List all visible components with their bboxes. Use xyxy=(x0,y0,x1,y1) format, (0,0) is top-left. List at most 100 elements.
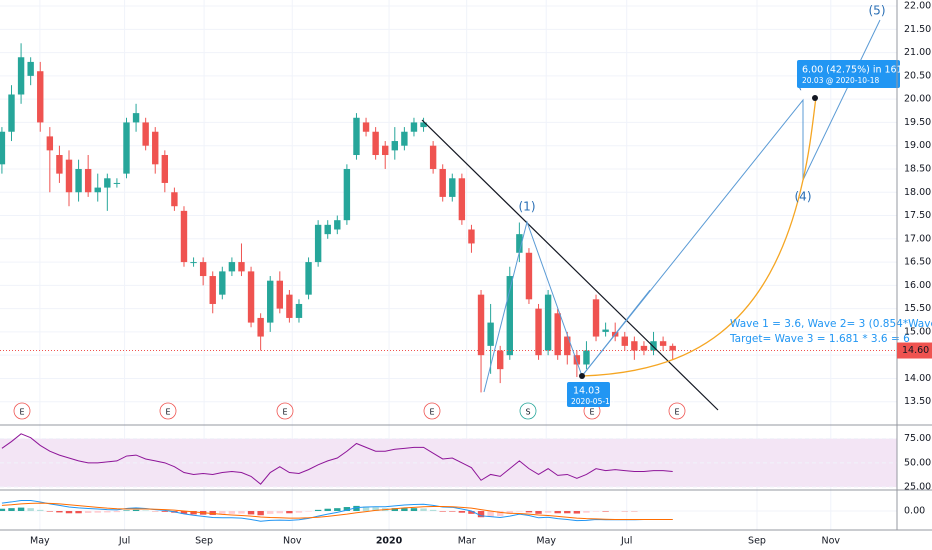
macd-histogram-bar xyxy=(420,508,427,511)
macd-histogram-bar xyxy=(324,508,331,511)
event-label: E xyxy=(19,408,24,417)
candle-body xyxy=(238,262,245,272)
x-tick-label: 2020 xyxy=(376,536,403,547)
macd-histogram-bar xyxy=(314,509,322,511)
candle-body xyxy=(113,182,121,184)
candle-body xyxy=(391,141,398,151)
macd-tick-label: 0.00 xyxy=(904,506,925,517)
macd-histogram-bar xyxy=(27,508,34,511)
grid xyxy=(0,0,897,530)
candle-body xyxy=(516,234,523,253)
macd-histogram-bar xyxy=(449,511,456,512)
macd-histogram-bar xyxy=(113,511,121,513)
candle-body xyxy=(56,155,63,174)
candle-body xyxy=(314,224,322,263)
macd-histogram-bar xyxy=(525,511,533,513)
candle-body xyxy=(142,122,149,146)
x-tick-label: May xyxy=(536,536,556,547)
y-tick-label: 15.50 xyxy=(904,303,931,314)
rsi-tick-label: 50.00 xyxy=(904,457,931,468)
y-tick-label: 14.00 xyxy=(904,373,931,384)
macd-histogram-bar xyxy=(497,511,504,517)
candle-body xyxy=(477,294,485,356)
wave-lines xyxy=(483,19,881,393)
event-label: E xyxy=(674,408,679,417)
macd-histogram-bar xyxy=(247,511,255,515)
macd-histogram-bar xyxy=(439,511,446,512)
wave-label: (5) xyxy=(869,4,886,18)
macd-histogram-bar xyxy=(468,511,475,514)
macd-histogram-bar xyxy=(401,508,408,511)
macd-histogram-bar xyxy=(305,511,312,512)
candle-body xyxy=(180,210,188,263)
macd-histogram-bar xyxy=(190,511,197,515)
macd-histogram-bar xyxy=(353,505,360,511)
candle-body xyxy=(8,94,15,132)
candle-body xyxy=(535,308,542,356)
event-marker xyxy=(276,402,294,420)
event-marker xyxy=(423,402,441,420)
macd-histogram-bar xyxy=(56,511,63,513)
macd-histogram-bar xyxy=(477,511,485,518)
macd-histogram-bar xyxy=(429,509,437,511)
macd-histogram-bar xyxy=(286,511,293,514)
candle-body xyxy=(631,341,638,351)
candle-body xyxy=(334,220,341,230)
candle-body xyxy=(324,224,331,235)
macd-histogram-bar xyxy=(132,509,140,511)
macd-histogram-bar xyxy=(267,511,274,514)
macd-histogram-bar xyxy=(334,508,341,511)
macd-histogram-bar xyxy=(161,511,169,512)
candle-body xyxy=(161,155,169,183)
candle-body xyxy=(65,159,73,193)
macd-histogram-bar xyxy=(458,511,466,513)
macd-histogram-bar xyxy=(573,511,581,514)
rsi-tick-label: 75.00 xyxy=(904,433,931,444)
candle-body xyxy=(621,336,628,346)
macd-histogram-bar xyxy=(583,511,590,513)
candle-body xyxy=(152,131,159,165)
y-tick-label: 16.50 xyxy=(904,257,931,268)
y-tick-label: 17.50 xyxy=(904,210,931,221)
candle-body xyxy=(46,136,54,151)
y-tick-label: 13.50 xyxy=(904,396,931,407)
candle-body xyxy=(554,313,561,356)
wave-label: (4) xyxy=(795,190,812,204)
candle-body xyxy=(592,299,600,337)
x-tick-label: Mar xyxy=(458,536,476,547)
macd-histogram-bar xyxy=(37,509,44,511)
macd-histogram-bar xyxy=(592,511,600,512)
macd-histogram-bar xyxy=(0,508,6,511)
event-label: S xyxy=(525,408,530,417)
candle-body xyxy=(104,178,111,188)
candle-body xyxy=(257,317,264,337)
wave-line xyxy=(581,289,651,377)
candle-body xyxy=(247,271,255,323)
signal-line xyxy=(1,502,673,520)
y-tick-label: 17.00 xyxy=(904,233,931,244)
event-marker xyxy=(519,402,537,420)
candle-body xyxy=(0,131,6,165)
macd-histogram-bar xyxy=(104,511,111,513)
y-tick-label: 16.00 xyxy=(904,280,931,291)
note: Wave 1 = 3.6, Wave 2= 3 (0.854*Wave1) xyxy=(730,318,932,330)
note: Target= Wave 3 = 1.681 * 3.6 = 6 xyxy=(729,333,910,345)
macd-histogram-bar xyxy=(516,511,523,512)
candle-body xyxy=(295,303,303,318)
candle-body xyxy=(17,57,25,95)
candle-body xyxy=(276,280,284,309)
macd-histogram-bar xyxy=(372,507,379,511)
candle-body xyxy=(468,229,475,244)
candle-body xyxy=(410,122,418,132)
macd-line xyxy=(1,500,673,522)
last-price-box xyxy=(897,342,932,359)
macd-histogram-bar xyxy=(142,510,149,511)
y-tick-label: 22.00 xyxy=(904,1,931,12)
macd-histogram-bar xyxy=(180,511,188,514)
macd-histogram-bar xyxy=(487,511,494,517)
candle-body xyxy=(132,113,140,123)
macd-histogram-bar xyxy=(209,511,216,515)
